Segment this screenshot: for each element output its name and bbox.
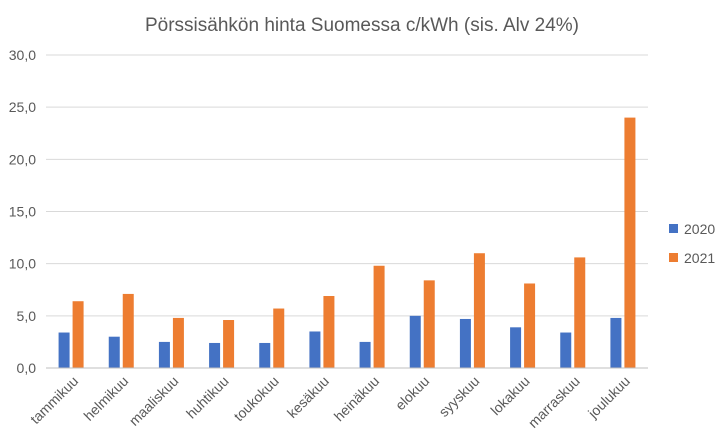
bar-2021-toukokuu	[273, 308, 285, 368]
legend-swatch-2020	[669, 224, 678, 233]
grid-lines	[46, 54, 648, 317]
bar-2020-maaliskuu	[158, 341, 170, 368]
y-tick-label: 15,0	[9, 204, 36, 220]
bar-2021-elokuu	[423, 280, 435, 368]
bar-2020-tammikuu	[58, 332, 70, 368]
bar-2021-marraskuu	[574, 257, 586, 368]
bar-2020-marraskuu	[560, 332, 572, 368]
legend-swatch-2021	[669, 253, 678, 262]
legend-label-2020: 2020	[684, 221, 715, 237]
bar-2020-elokuu	[409, 315, 421, 368]
y-tick-label: 5,0	[17, 308, 37, 324]
x-category-label: joulukuu	[584, 373, 633, 422]
bar-2020-lokakuu	[510, 327, 522, 368]
y-tick-label: 20,0	[9, 151, 36, 167]
x-category-label: maaliskuu	[126, 373, 182, 429]
y-axis-tick-labels: 0,0 5,0 10,0 15,0 20,0 25,0 30,0	[9, 47, 36, 376]
bar-2020-joulukuu	[610, 317, 622, 368]
bar-2021-huhtikuu	[223, 320, 235, 368]
x-category-label: syyskuu	[435, 373, 482, 420]
bar-2021-joulukuu	[624, 117, 636, 368]
legend: 2020 2021	[669, 221, 715, 266]
y-tick-label: 10,0	[9, 256, 36, 272]
bar-2021-kesäkuu	[323, 296, 335, 368]
y-tick-label: 25,0	[9, 99, 36, 115]
x-category-label: huhtikuu	[183, 373, 232, 422]
bar-2020-huhtikuu	[209, 342, 221, 368]
legend-label-2021: 2021	[684, 250, 715, 266]
x-category-label: kesäkuu	[284, 373, 332, 421]
bar-2021-lokakuu	[524, 283, 536, 368]
chart-title: Pörssisähkön hinta Suomessa c/kWh (sis. …	[145, 15, 579, 36]
bar-2020-helmikuu	[108, 336, 120, 368]
x-category-label: toukokuu	[230, 373, 281, 424]
bar-2020-toukokuu	[259, 342, 271, 368]
x-category-label: elokuu	[392, 373, 432, 413]
bars	[58, 117, 636, 368]
x-category-label: helmikuu	[80, 373, 131, 424]
bar-2021-tammikuu	[72, 301, 84, 368]
x-category-label: marraskuu	[525, 373, 583, 431]
x-category-label: lokakuu	[487, 373, 532, 418]
y-tick-label: 0,0	[17, 360, 37, 376]
x-category-label: tammikuu	[27, 373, 81, 427]
bar-2021-syyskuu	[473, 253, 485, 368]
bar-2020-syyskuu	[459, 318, 471, 368]
bar-2021-helmikuu	[122, 293, 134, 368]
bar-2021-maaliskuu	[172, 317, 184, 368]
x-category-label: heinäkuu	[331, 373, 382, 424]
bar-2020-kesäkuu	[309, 331, 321, 368]
y-tick-label: 30,0	[9, 47, 36, 63]
bar-2020-heinäkuu	[359, 341, 371, 368]
bar-2021-heinäkuu	[373, 265, 385, 368]
